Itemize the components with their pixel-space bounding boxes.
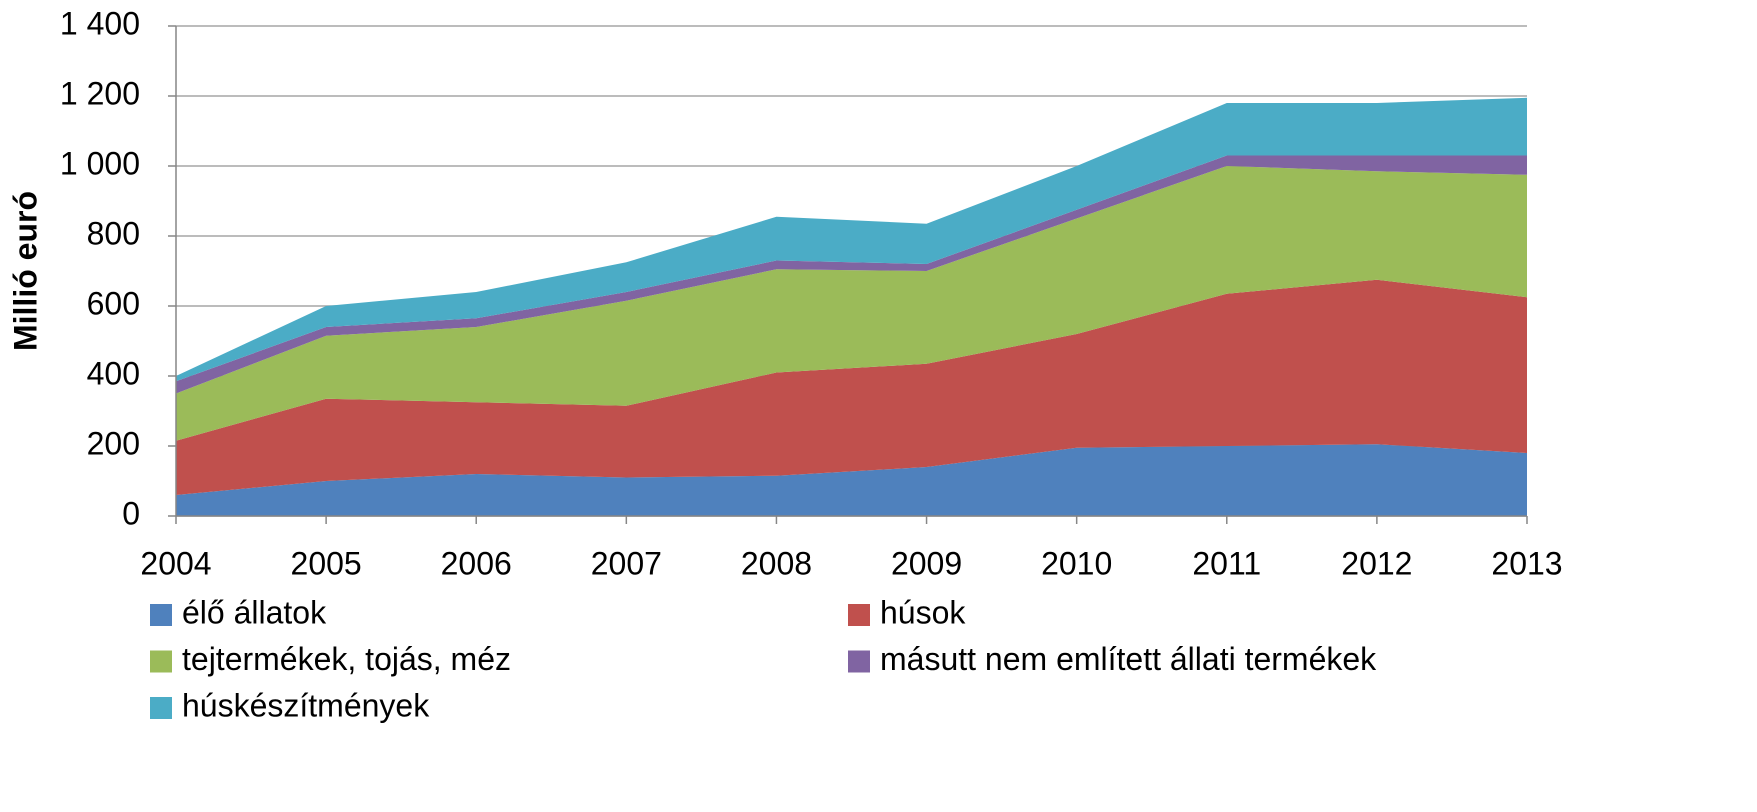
x-tick-label: 2008	[741, 545, 812, 581]
x-tick-label: 2005	[291, 545, 362, 581]
y-tick-label: 1 200	[60, 75, 140, 111]
x-tick-label: 2004	[140, 545, 211, 581]
y-tick-label: 0	[122, 495, 140, 531]
x-tick-label: 2006	[441, 545, 512, 581]
y-tick-label: 800	[87, 215, 140, 251]
legend-label: másutt nem említett állati termékek	[880, 641, 1377, 677]
legend-swatch	[848, 604, 870, 626]
area	[176, 97, 1527, 382]
legend-swatch	[150, 604, 172, 626]
y-tick-label: 1 000	[60, 145, 140, 181]
legend-label: húsok	[880, 594, 966, 630]
y-axis-label: Millió euró	[7, 191, 43, 351]
x-tick-label: 2012	[1341, 545, 1412, 581]
area	[176, 444, 1527, 516]
x-tick-label: 2009	[891, 545, 962, 581]
legend-label: tejtermékek, tojás, méz	[182, 641, 511, 677]
y-tick-label: 1 400	[60, 5, 140, 41]
x-tick-label: 2007	[591, 545, 662, 581]
y-tick-label: 200	[87, 425, 140, 461]
y-tick-label: 400	[87, 355, 140, 391]
legend-swatch	[150, 650, 172, 673]
legend-label: húskészítmények	[182, 687, 430, 723]
area	[176, 279, 1527, 495]
area	[176, 166, 1527, 441]
legend-swatch	[150, 697, 172, 719]
legend-label: élő állatok	[182, 594, 327, 630]
x-tick-label: 2010	[1041, 545, 1112, 581]
x-tick-label: 2011	[1192, 545, 1261, 581]
x-tick-label: 2013	[1491, 545, 1562, 581]
y-tick-label: 600	[87, 285, 140, 321]
legend-swatch	[848, 650, 870, 673]
